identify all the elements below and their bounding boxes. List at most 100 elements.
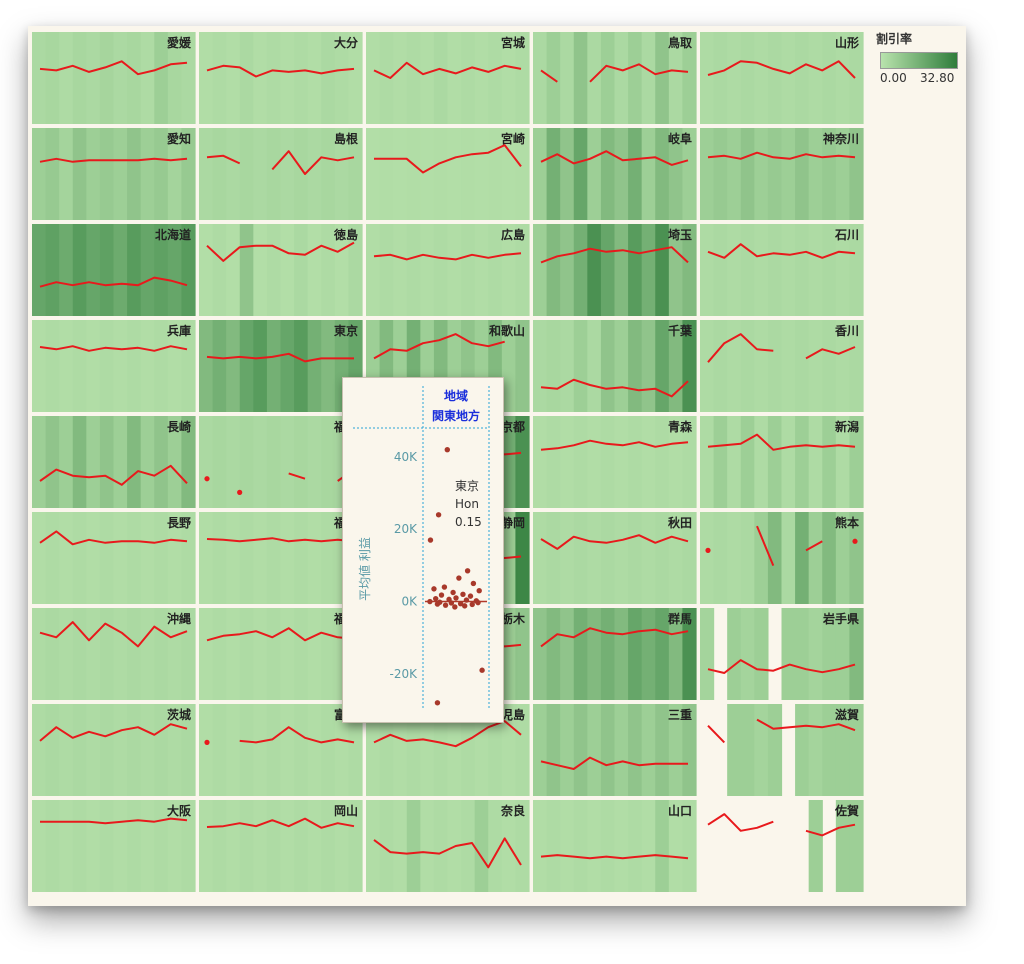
- color-stripe: [307, 416, 322, 508]
- cell-title: 広島: [501, 227, 525, 242]
- color-stripe: [713, 32, 728, 124]
- color-stripe: [727, 128, 742, 220]
- color-stripe: [167, 608, 183, 700]
- color-stripe: [212, 608, 227, 700]
- color-stripe: [239, 416, 254, 508]
- color-stripe: [700, 224, 715, 316]
- profit-line: [374, 144, 522, 174]
- profit-line: [39, 157, 188, 163]
- cell-title: 石川: [834, 228, 859, 242]
- color-stripe: [294, 224, 309, 316]
- color-stripe: [795, 320, 810, 412]
- cell-埼玉: 埼玉: [533, 224, 697, 316]
- profit-line: [540, 439, 689, 451]
- color-stripe: [740, 704, 755, 796]
- profit-line: [707, 151, 856, 160]
- color-stripe: [181, 512, 196, 604]
- color-stripe: [682, 800, 697, 892]
- color-stripe: [72, 416, 87, 508]
- scatter-point: [444, 446, 450, 453]
- color-stripe: [239, 32, 254, 124]
- color-stripe: [181, 128, 196, 220]
- cell-title: 長崎: [167, 419, 191, 434]
- color-stripe: [515, 224, 530, 316]
- color-stripe: [154, 320, 169, 412]
- color-stripe: [713, 128, 728, 220]
- color-stripe: [321, 320, 336, 412]
- color-stripe: [321, 416, 336, 508]
- color-stripe: [59, 704, 74, 796]
- scatter-point: [463, 597, 470, 603]
- color-stripe: [515, 608, 530, 700]
- scatter-point: [469, 601, 475, 608]
- color-stripe: [573, 704, 588, 796]
- color-stripe: [226, 704, 241, 796]
- cell-愛媛: 愛媛: [32, 32, 196, 124]
- color-stripe: [849, 32, 864, 124]
- color-stripe: [32, 512, 47, 604]
- cell-title: 新潟: [835, 419, 859, 434]
- cell-島根: 島根: [199, 128, 363, 220]
- color-stripe: [294, 320, 309, 412]
- color-stripe: [366, 800, 381, 892]
- cell-福井: 福井: [199, 416, 363, 508]
- color-stripe: [573, 128, 588, 220]
- y-tick-label: -20K: [390, 667, 419, 681]
- color-stripe: [641, 800, 656, 892]
- cell-大分: 大分: [199, 32, 363, 124]
- color-stripe: [379, 32, 394, 124]
- color-stripe: [72, 512, 87, 604]
- color-stripe: [167, 512, 183, 604]
- color-stripe: [795, 512, 810, 604]
- color-stripe: [628, 704, 643, 796]
- color-stripe: [849, 224, 864, 316]
- color-stripe: [199, 704, 214, 796]
- color-stripe: [366, 704, 381, 796]
- color-stripe: [45, 128, 60, 220]
- color-stripe: [447, 128, 462, 220]
- scatter-point: [452, 604, 458, 610]
- color-stripe: [587, 608, 602, 700]
- cell-石川: 石川: [700, 224, 864, 316]
- tooltip-col-value: 関東地方: [432, 408, 480, 423]
- color-stripe: [754, 512, 769, 604]
- color-stripe: [266, 128, 282, 220]
- cell-茨城: 茨城: [32, 704, 196, 796]
- color-stripe: [366, 32, 381, 124]
- color-stripe: [140, 32, 155, 124]
- profit-line: [373, 333, 505, 360]
- y-axis-label: 平均値 利益: [357, 537, 372, 601]
- color-stripe: [99, 512, 115, 604]
- color-stripe: [727, 416, 742, 508]
- color-stripe: [212, 128, 227, 220]
- color-stripe: [266, 800, 282, 892]
- color-legend[interactable]: 割引率 0.00 32.80: [874, 28, 958, 88]
- color-stripe: [655, 128, 670, 220]
- color-stripe: [808, 320, 823, 412]
- color-stripe: [72, 704, 87, 796]
- color-stripe: [641, 608, 656, 700]
- scatter-point: [462, 603, 468, 609]
- color-stripe: [754, 416, 769, 508]
- color-stripe: [546, 512, 561, 604]
- cell-title: 宮崎: [501, 131, 525, 146]
- color-stripe: [181, 704, 196, 796]
- scatter-point: [441, 584, 448, 590]
- color-stripe: [72, 224, 87, 316]
- color-stripe: [72, 32, 87, 124]
- color-stripe: [45, 32, 60, 124]
- color-stripe: [154, 800, 169, 892]
- color-stripe: [253, 800, 268, 892]
- scatter-point: [467, 593, 474, 599]
- color-stripe: [113, 320, 128, 412]
- color-stripe: [406, 800, 421, 892]
- color-stripe: [266, 608, 282, 700]
- color-stripe: [808, 608, 823, 700]
- cell-title: 群馬: [667, 611, 692, 626]
- color-stripe: [641, 224, 656, 316]
- color-stripe: [560, 800, 575, 892]
- color-stripe: [515, 512, 530, 604]
- color-stripe: [348, 32, 363, 124]
- color-stripe: [546, 224, 561, 316]
- cell-熊本: 熊本: [700, 512, 864, 604]
